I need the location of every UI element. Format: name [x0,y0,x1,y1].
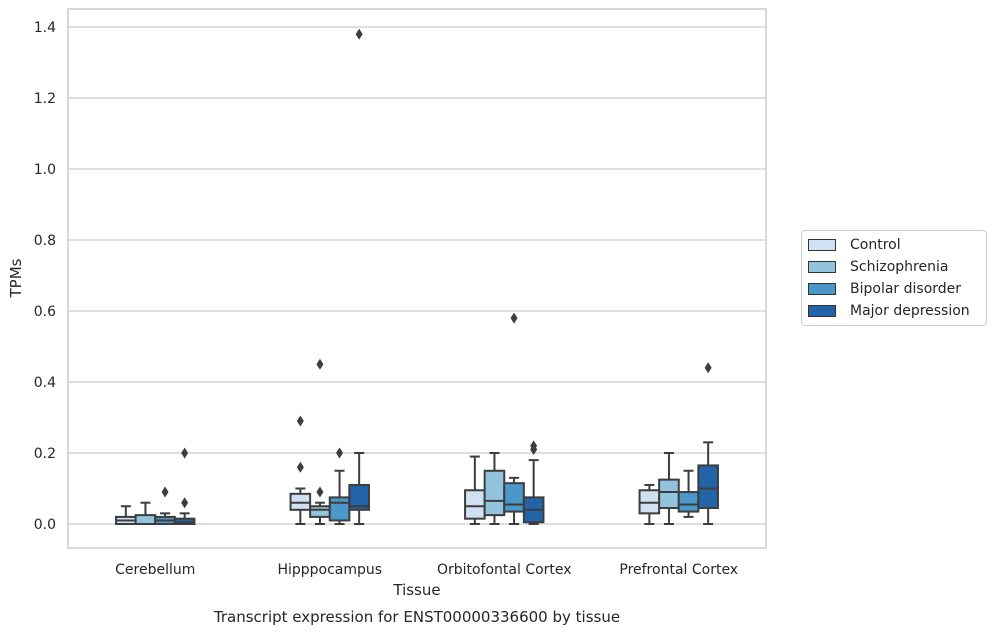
legend-item-schizophrenia: Schizophrenia [808,257,948,277]
legend-swatch-bipolar-disorder [808,283,836,295]
legend-label: Control [850,237,901,253]
outlier-point [181,497,189,509]
outlier-point [316,486,324,498]
outlier-point [316,358,324,370]
box [483,469,506,517]
x-tick-labels: Cerebellum Hipppocampus Orbitofontal Corte… [115,562,738,578]
y-tick-label: 1.4 [34,20,56,36]
box-schizophrenia [483,452,506,525]
box-control [464,455,486,525]
legend-label: Schizophrenia [850,259,949,275]
box-bipolar-disorder [154,486,176,526]
box [464,489,486,520]
y-tick-label: 1.0 [34,162,56,178]
box-bipolar-disorder [328,447,351,525]
box-major-depression [697,362,719,525]
box [503,482,525,513]
outlier-point [336,447,344,459]
box-major-depression [348,28,370,525]
legend-item-control: Control [808,235,901,255]
y-tick-label: 0.8 [34,233,56,249]
x-tick-label: Cerebellum [115,562,195,578]
y-tick-label: 0.6 [34,304,56,320]
outlier-point [355,28,363,40]
box [677,491,700,513]
x-axis-label: Tissue [392,581,440,599]
box-control [289,415,312,525]
outlier-point [530,440,538,452]
y-tick-label: 0.0 [34,517,56,533]
outlier-point [181,447,189,459]
legend-swatch-schizophrenia [808,261,836,273]
box-major-depression [522,440,545,525]
box-major-depression [173,447,196,525]
outlier-point [296,461,304,473]
outlier-point [510,312,518,324]
legend-label: Major depression [850,303,970,319]
x-tick-label: Orbitofontal Cortex [437,562,572,578]
outlier-point [161,486,169,498]
y-tick-labels: 0.0 0.2 0.4 0.6 0.8 1.0 1.2 1.4 [34,20,56,533]
box [134,514,157,525]
legend-swatch-control [808,239,836,251]
box [697,464,719,510]
box [328,496,351,522]
box-schizophrenia [658,452,680,525]
legend-item-major-depression: Major depression [808,301,970,321]
box-bipolar-disorder [677,469,700,518]
y-tick-label: 0.2 [34,446,56,462]
y-axis-label: TPMs [7,258,25,298]
box [658,478,680,510]
box-bipolar-disorder [503,312,525,525]
x-tick-label: Prefrontal Cortex [619,562,738,578]
x-tick-label: Hipppocampus [277,562,382,578]
chart-title: Transcript expression for ENST0000033660… [213,608,620,626]
gridlines [68,26,766,525]
y-tick-label: 0.4 [34,375,56,391]
box [348,483,370,511]
box [309,505,331,518]
box-schizophrenia [134,501,157,525]
box-series [115,28,719,526]
plot-frame [67,8,767,549]
legend-swatch-major-depression [808,305,836,317]
box-control [115,505,137,526]
legend: Control Schizophrenia Bipolar disorder M… [801,230,987,326]
outlier-point [296,415,304,427]
box-schizophrenia [309,358,331,525]
box-control [638,483,661,525]
legend-item-bipolar-disorder: Bipolar disorder [808,279,961,299]
legend-label: Bipolar disorder [850,281,962,297]
outlier-point [704,362,712,374]
y-tick-label: 1.2 [34,91,56,107]
